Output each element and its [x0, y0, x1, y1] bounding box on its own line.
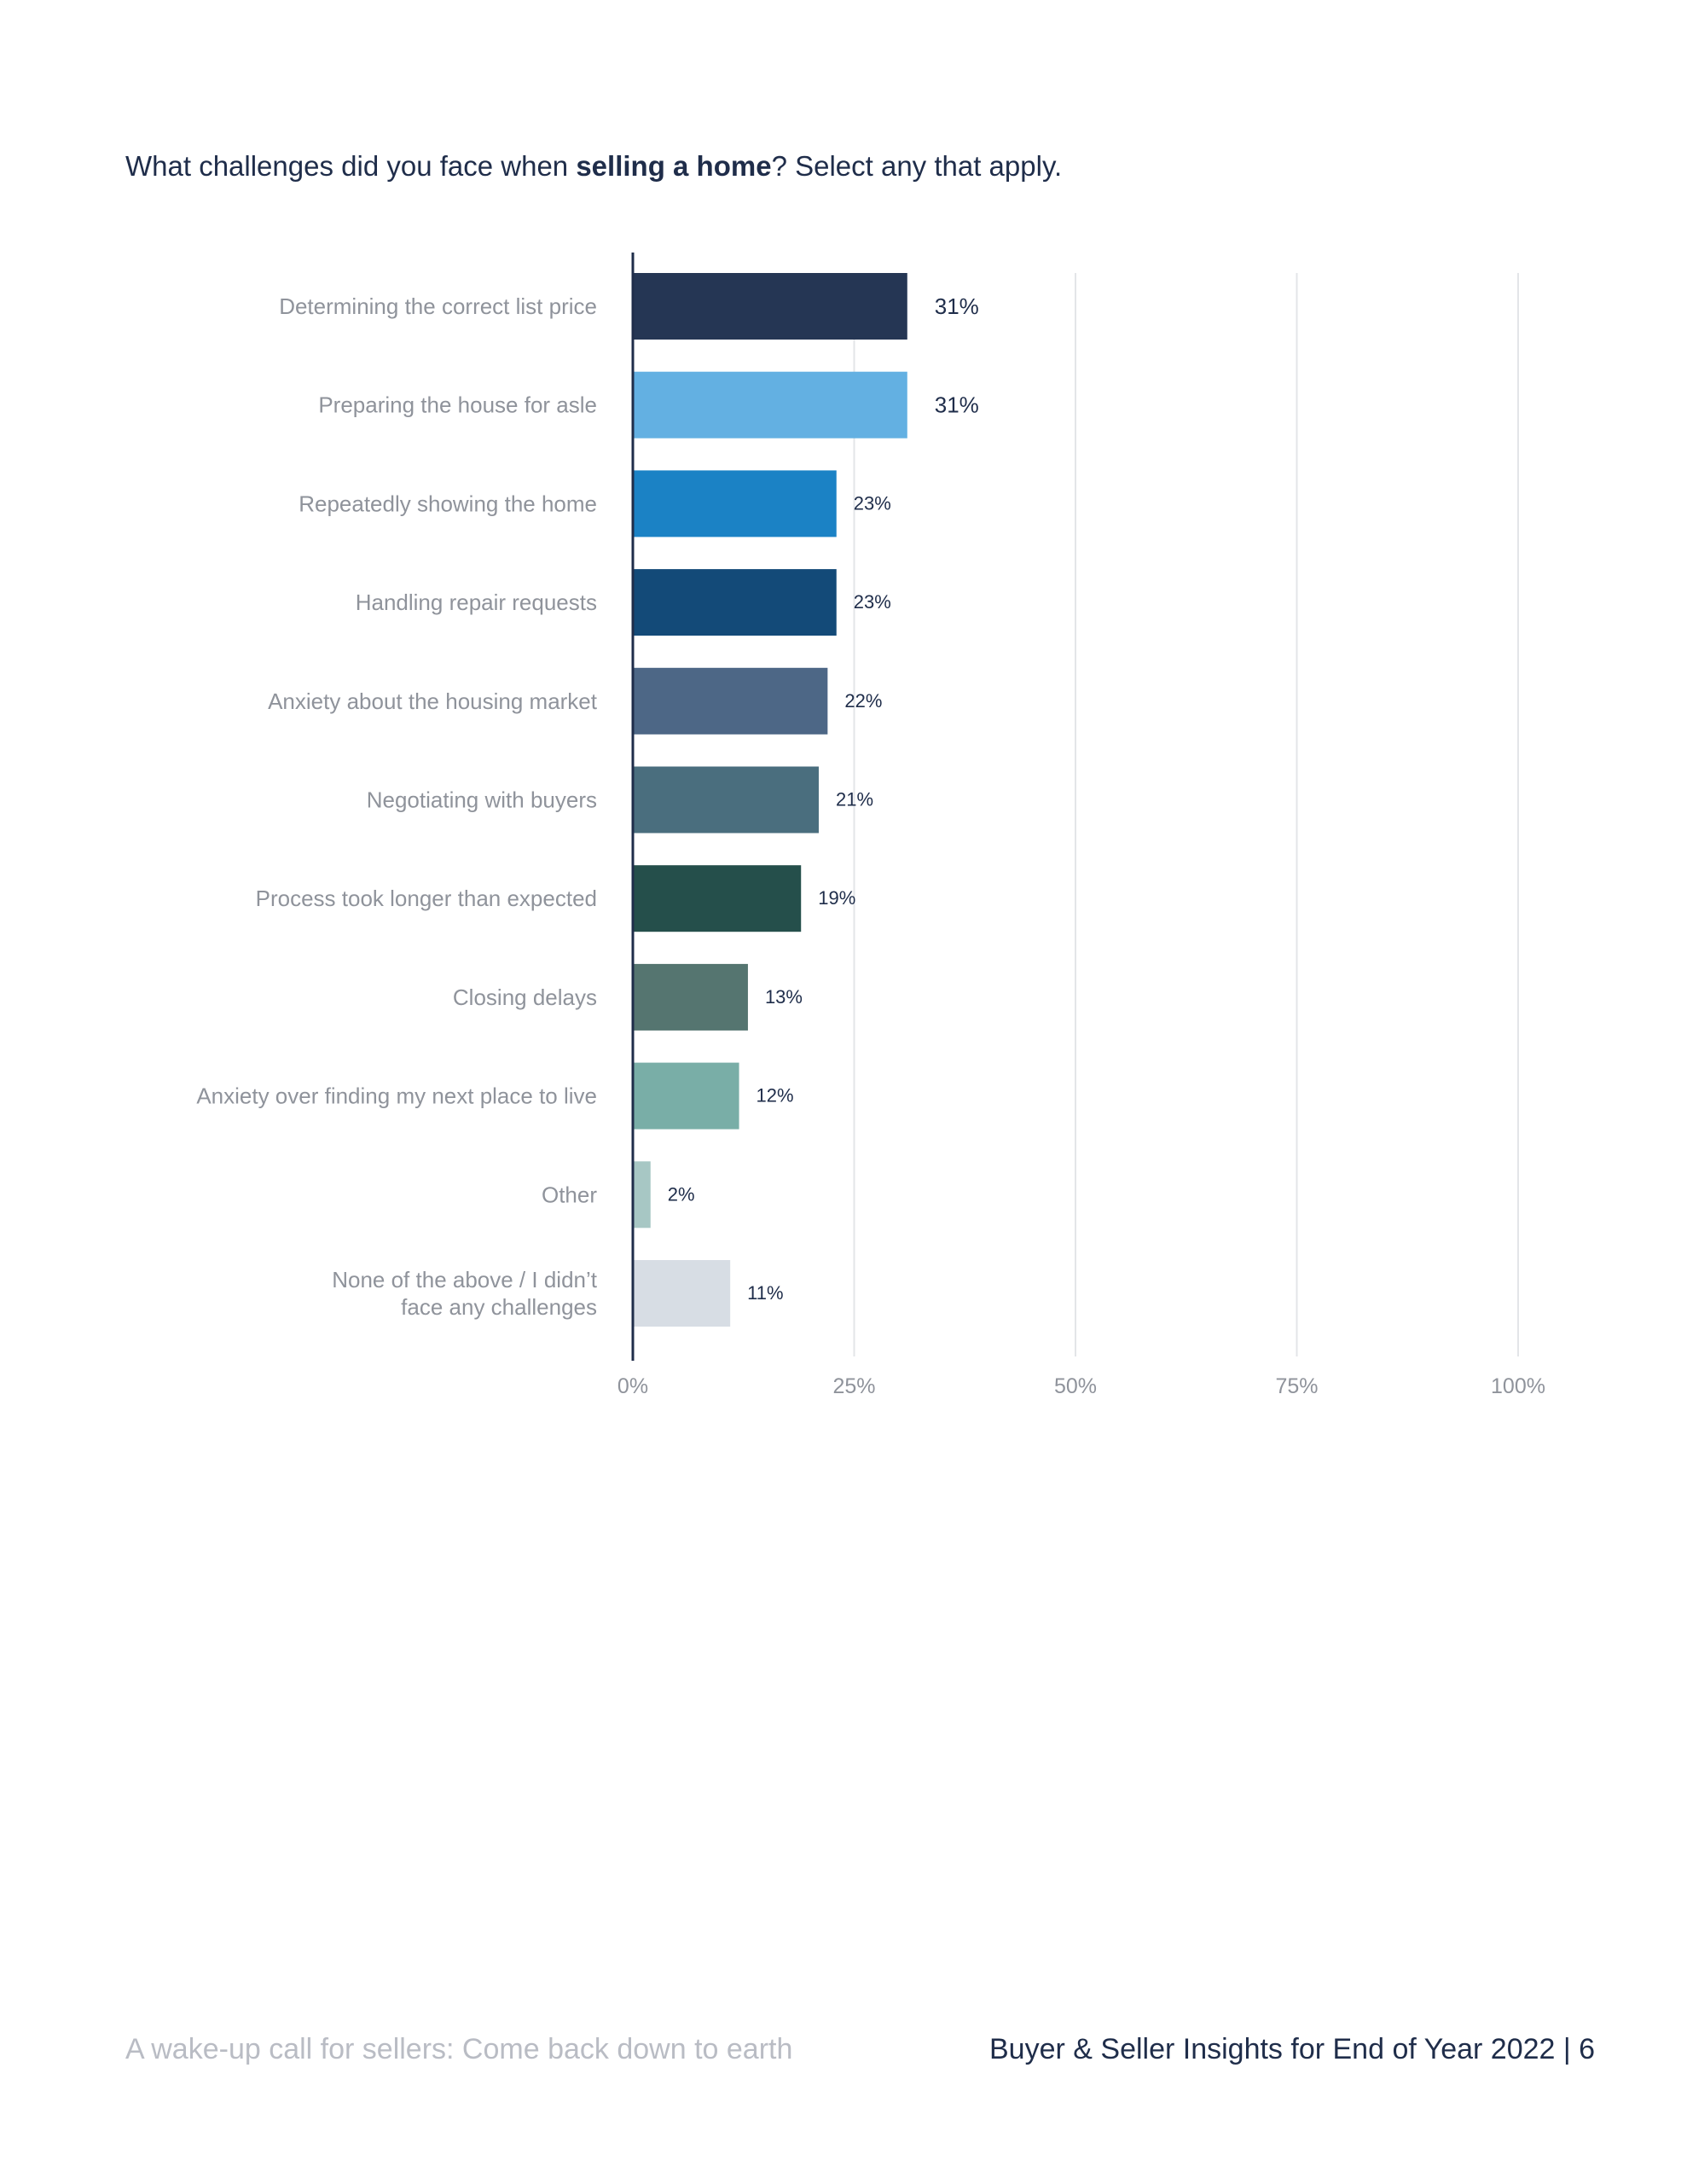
- category-label: Handling repair requests: [356, 590, 597, 615]
- bar-negotiating-with-buyers: [633, 766, 819, 834]
- data-label: 31%: [935, 392, 979, 418]
- bar-repeatedly-showing-the-home: [633, 470, 837, 537]
- bar-handling-repair-requests: [633, 569, 837, 636]
- data-label: 22%: [844, 690, 882, 712]
- category-label: Anxiety about the housing market: [268, 688, 598, 714]
- question-suffix: ? Select any that apply.: [771, 150, 1063, 182]
- bar-none-of-the-above-i-didn-t-face-any-challenges: [633, 1260, 731, 1327]
- category-label: Other: [542, 1182, 597, 1207]
- x-tick-label: 100%: [1491, 1374, 1545, 1398]
- category-label: Repeatedly showing the home: [299, 491, 597, 516]
- bar-anxiety-about-the-housing-market: [633, 667, 828, 735]
- bar-chart: Determining the correct list price Prepar…: [196, 253, 1545, 1398]
- chart-question: What challenges did you face when sellin…: [125, 150, 1062, 183]
- x-tick-label: 50%: [1054, 1374, 1097, 1398]
- data-labels: 31% 31% 23% 23% 22% 21% 19% 13% 12% 2% 11%: [668, 293, 979, 1304]
- category-label: Anxiety over finding my next place to li…: [196, 1083, 597, 1109]
- gridlines: [853, 273, 1519, 1356]
- x-tick-label: 75%: [1275, 1374, 1318, 1398]
- bar-preparing-the-house-for-asle: [633, 371, 907, 439]
- category-label: None of the above / I didn’t face any cha…: [332, 1267, 598, 1320]
- data-label: 2%: [668, 1183, 695, 1205]
- x-tick-label: 0%: [617, 1374, 648, 1398]
- category-label: Closing delays: [453, 985, 597, 1010]
- category-label: Determining the correct list price: [279, 293, 597, 319]
- data-label: 13%: [765, 986, 803, 1008]
- question-prefix: What challenges did you face when: [125, 150, 577, 182]
- bar-determining-the-correct-list-price: [633, 273, 907, 340]
- data-label: 31%: [935, 293, 979, 319]
- category-label: Negotiating with buyers: [367, 787, 597, 813]
- bar-anxiety-over-finding-my-next-place-to-live: [633, 1062, 739, 1130]
- bar-other: [633, 1161, 651, 1228]
- bar-closing-delays: [633, 963, 748, 1031]
- footer-section-title: A wake-up call for sellers: Come back do…: [125, 2033, 793, 2065]
- category-label: Preparing the house for asle: [318, 392, 597, 418]
- data-label: 19%: [818, 887, 855, 909]
- data-label: 12%: [757, 1085, 794, 1107]
- data-label: 11%: [747, 1282, 783, 1304]
- footer-report-title: Buyer & Seller Insights for End of Year …: [989, 2033, 1596, 2065]
- bar-process-took-longer-than-expected: [633, 865, 802, 932]
- x-tick-label: 25%: [832, 1374, 875, 1398]
- data-label: 21%: [836, 789, 873, 810]
- category-label: Process took longer than expected: [256, 886, 597, 911]
- bars: [633, 273, 907, 1327]
- x-axis-ticks: 0% 25% 50% 75% 100%: [617, 1374, 1545, 1398]
- data-label: 23%: [854, 591, 891, 613]
- category-labels: Determining the correct list price Prepar…: [196, 293, 597, 1320]
- data-label: 23%: [854, 492, 891, 514]
- question-bold: selling a home: [576, 150, 772, 182]
